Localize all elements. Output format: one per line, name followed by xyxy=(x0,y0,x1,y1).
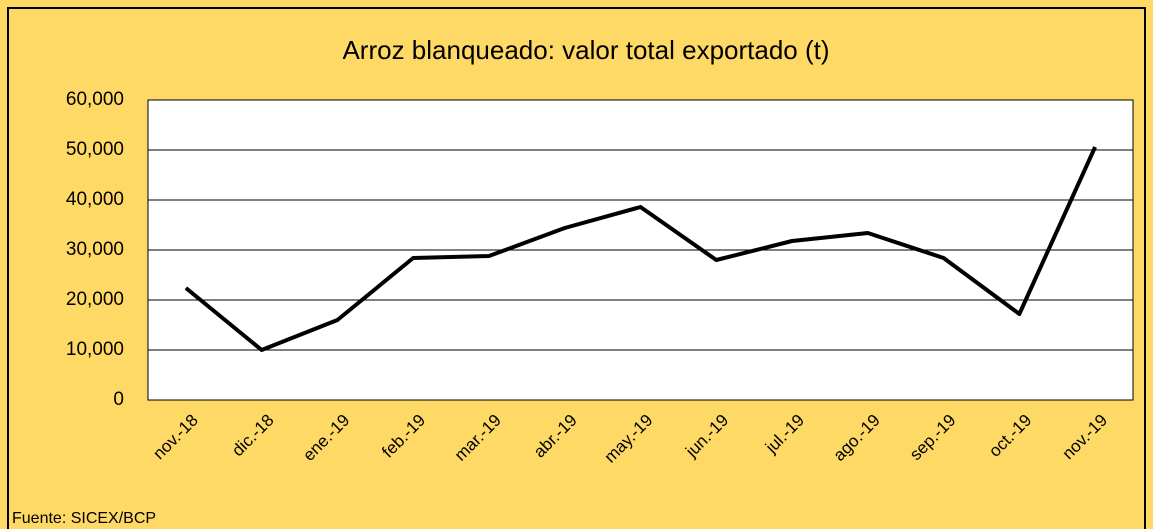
y-tick-label: 50,000 xyxy=(66,139,124,160)
y-tick-label: 30,000 xyxy=(66,239,124,260)
chart-title: Arroz blanqueado: valor total exportado … xyxy=(342,35,829,65)
y-tick-label: 40,000 xyxy=(66,189,124,210)
y-tick-label: 20,000 xyxy=(66,289,124,310)
frame xyxy=(7,7,1146,529)
source: Fuente: SICEX/BCP xyxy=(12,510,156,527)
y-tick-label: 60,000 xyxy=(66,89,124,110)
line-series xyxy=(184,146,1097,352)
y-tick-label: 10,000 xyxy=(66,339,124,360)
y-tick-label: 0 xyxy=(113,389,124,410)
